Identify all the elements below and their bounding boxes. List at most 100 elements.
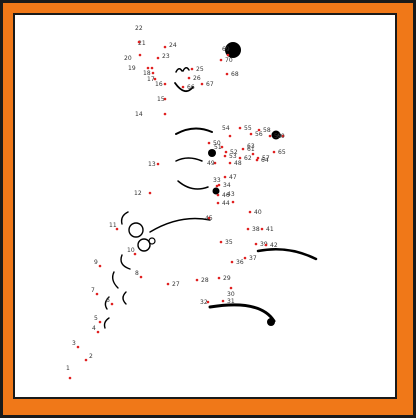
dot-63[interactable] (251, 152, 255, 156)
dot-4[interactable] (96, 330, 100, 334)
dot-15[interactable] (163, 97, 167, 101)
dot-56[interactable] (249, 132, 253, 136)
dot-43[interactable] (231, 200, 235, 204)
cape-arc (122, 291, 127, 305)
dot-35[interactable] (219, 240, 223, 244)
pre-drawn-outline (103, 42, 318, 329)
dot-14[interactable] (163, 112, 167, 116)
dot-20[interactable] (146, 66, 150, 70)
leg-stroke (256, 248, 318, 261)
dot-label-52: 52 (230, 149, 238, 156)
dot-label-18: 18 (143, 70, 151, 77)
dot-label-3: 3 (72, 340, 76, 347)
dot-11[interactable] (115, 227, 119, 231)
dot-22[interactable] (137, 40, 141, 44)
dot-38[interactable] (246, 227, 250, 231)
dot-51[interactable] (220, 145, 224, 149)
dot-19[interactable] (150, 66, 154, 70)
dot-34[interactable] (217, 183, 221, 187)
dot-44[interactable] (216, 201, 220, 205)
dot-28[interactable] (195, 278, 199, 282)
dot-9[interactable] (98, 264, 102, 268)
mouth (174, 82, 194, 93)
dot-24[interactable] (163, 45, 167, 49)
hand-blob (208, 149, 216, 157)
dot-label-64: 64 (261, 157, 269, 164)
dot-55[interactable] (238, 126, 242, 130)
dot-25[interactable] (190, 67, 194, 71)
dot-66[interactable] (181, 85, 185, 89)
dot-7[interactable] (95, 292, 99, 296)
dot-58[interactable] (257, 128, 261, 132)
dot-39[interactable] (254, 242, 258, 246)
dot-label-21: 21 (138, 40, 146, 47)
dot-label-27: 27 (172, 281, 180, 288)
eyes (175, 67, 190, 73)
dot-36[interactable] (230, 260, 234, 264)
dot-31[interactable] (221, 299, 225, 303)
dot-30[interactable] (229, 286, 233, 290)
dot-18[interactable] (151, 71, 155, 75)
dot-label-61: 61 (247, 146, 255, 153)
dot-17[interactable] (153, 77, 157, 81)
dot-23[interactable] (156, 56, 160, 60)
dot-40[interactable] (248, 210, 252, 214)
cape-arc (120, 211, 129, 225)
dot-61[interactable] (241, 147, 245, 151)
numbered-dots: 1234567891011121314151617181920212223242… (66, 25, 286, 380)
cape-circle (128, 222, 144, 238)
dot-10[interactable] (133, 252, 137, 256)
dot-label-14: 14 (135, 111, 143, 118)
cape-arc (120, 254, 131, 270)
dot-27[interactable] (166, 282, 170, 286)
dot-label-35: 35 (225, 239, 233, 246)
dot-64[interactable] (255, 158, 259, 162)
dot-65[interactable] (272, 150, 276, 154)
dot-67[interactable] (200, 82, 204, 86)
dot-label-29: 29 (223, 275, 231, 282)
arm-stroke (175, 157, 203, 162)
dot-21[interactable] (138, 53, 142, 57)
dot-label-60: 60 (277, 133, 285, 140)
dot-label-1: 1 (66, 365, 70, 372)
dot-41[interactable] (260, 227, 264, 231)
dot-8[interactable] (139, 275, 143, 279)
dot-1[interactable] (68, 376, 72, 380)
dot-label-40: 40 (254, 209, 262, 216)
dot-68[interactable] (225, 72, 229, 76)
dot-5[interactable] (98, 320, 102, 324)
dot-label-44: 44 (222, 200, 230, 207)
dot-47[interactable] (223, 175, 227, 179)
hand-blob-right (271, 130, 281, 140)
dot-label-46: 46 (222, 192, 230, 199)
dot-49[interactable] (213, 161, 217, 165)
dot-42[interactable] (264, 243, 268, 247)
dot-53[interactable] (223, 154, 227, 158)
dot-60[interactable] (281, 134, 285, 138)
dot-48[interactable] (228, 161, 232, 165)
dot-13[interactable] (156, 162, 160, 166)
dot-50[interactable] (207, 141, 211, 145)
dot-3[interactable] (76, 345, 80, 349)
dot-label-10: 10 (127, 247, 135, 254)
cape-arc (104, 296, 110, 310)
dot-57[interactable] (256, 156, 260, 160)
dot-37[interactable] (243, 256, 247, 260)
dot-26[interactable] (187, 76, 191, 80)
dot-54[interactable] (228, 134, 232, 138)
dot-59[interactable] (268, 134, 272, 138)
dot-32[interactable] (206, 300, 210, 304)
dot-69[interactable] (226, 53, 230, 57)
dot-label-58: 58 (263, 127, 271, 134)
dot-46[interactable] (216, 193, 220, 197)
dot-2[interactable] (84, 358, 88, 362)
dot-52[interactable] (224, 150, 228, 154)
dot-45[interactable] (207, 216, 211, 220)
dot-6[interactable] (110, 302, 114, 306)
dot-12[interactable] (148, 191, 152, 195)
dot-33[interactable] (215, 184, 219, 188)
dot-62[interactable] (238, 156, 242, 160)
dot-16[interactable] (163, 82, 167, 86)
dot-29[interactable] (217, 276, 221, 280)
dot-70[interactable] (219, 58, 223, 62)
